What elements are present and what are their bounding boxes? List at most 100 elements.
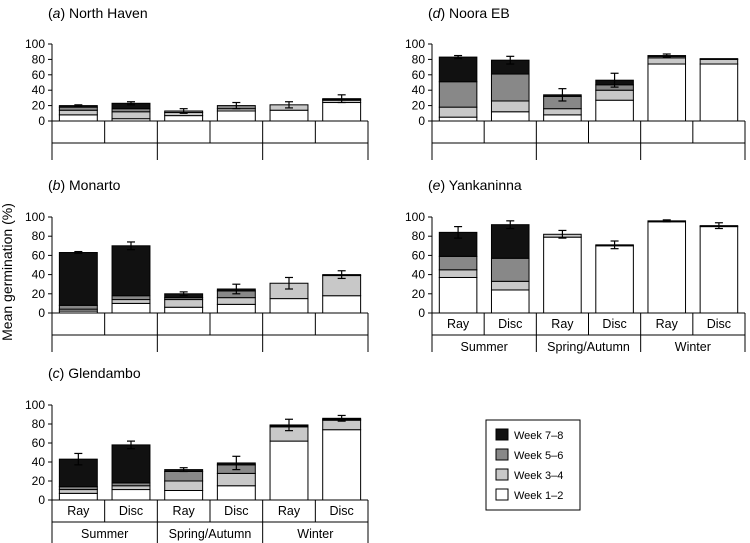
category-label: Disc: [224, 504, 248, 518]
y-tick-label: 100: [405, 210, 425, 224]
bar-segment: [58, 304, 98, 310]
panel-title: (d) Noora EB: [428, 5, 510, 21]
bar-segment: [595, 245, 634, 314]
legend-label: Week 7–8: [514, 430, 563, 442]
bar-segment: [438, 255, 478, 271]
bar-segment: [699, 58, 739, 60]
category-label: Ray: [67, 504, 90, 518]
bar-segment: [438, 81, 478, 108]
group-label: Summer: [461, 340, 508, 354]
legend-swatch: [495, 488, 509, 501]
bar-segment: [595, 99, 634, 122]
y-tick-label: 80: [32, 417, 46, 431]
category-label: Disc: [498, 317, 522, 331]
y-tick-label: 60: [32, 436, 46, 450]
bar-segment: [269, 298, 309, 314]
y-tick-label: 20: [32, 287, 46, 301]
category-label: Ray: [656, 317, 679, 331]
y-tick-label: 0: [38, 493, 45, 507]
bar-segment: [647, 63, 687, 122]
bar-segment: [111, 485, 151, 491]
bar-segment: [490, 280, 530, 291]
bar-segment: [111, 245, 151, 297]
y-tick-label: 100: [25, 398, 45, 412]
bar-segment: [322, 295, 362, 314]
y-tick-label: 80: [32, 229, 46, 243]
bar-segment: [543, 114, 582, 122]
bar-segment: [543, 108, 582, 116]
bar-segment: [164, 490, 204, 501]
panel-title: (c) Glendambo: [48, 365, 141, 381]
legend-swatch: [495, 468, 509, 481]
bar-segment: [269, 440, 309, 501]
bar-segment: [111, 489, 151, 501]
y-tick-label: 60: [412, 68, 426, 82]
bar-segment: [164, 471, 204, 482]
group-label: Spring/Autumn: [169, 527, 252, 541]
legend: Week 7–8 Week 5–6 Week 3–4 Week 1–2: [485, 419, 581, 511]
y-tick-label: 0: [38, 114, 45, 128]
bar-segment: [490, 73, 530, 102]
y-tick-label: 0: [38, 306, 45, 320]
category-label: Ray: [278, 504, 301, 518]
bar-segment: [216, 110, 256, 122]
panel-c: (c) Glendambo 0 20 40 60 80 100 Ray Disc Ray Disc R…: [25, 365, 369, 543]
y-tick-label: 40: [32, 268, 46, 282]
panel-title: (b) Monarto: [48, 177, 121, 193]
y-tick-label: 100: [25, 210, 45, 224]
bar-segment: [111, 295, 151, 301]
group-label: Winter: [675, 340, 711, 354]
bar-segment: [438, 276, 478, 314]
category-label: Ray: [551, 317, 574, 331]
bar-segment: [543, 236, 582, 314]
panel-title: (a) North Haven: [48, 5, 148, 21]
bar-segment: [438, 231, 478, 257]
legend-label: Week 5–6: [514, 450, 563, 462]
bar-segment: [269, 109, 309, 122]
bar-segment: [216, 485, 256, 501]
category-label: Ray: [447, 317, 470, 331]
bar-segment: [595, 89, 634, 101]
y-tick-label: 80: [32, 52, 46, 66]
y-tick-label: 60: [32, 248, 46, 262]
bar-segment: [699, 226, 739, 314]
y-tick-label: 80: [412, 229, 426, 243]
y-tick-label: 20: [32, 99, 46, 113]
panel-b: (b) Monarto 0 20 40 60 80 100: [25, 177, 369, 352]
legend-swatch: [495, 448, 509, 461]
y-tick-label: 100: [25, 37, 45, 51]
category-label: Disc: [602, 317, 626, 331]
bar-segment: [111, 302, 151, 314]
legend-label: Week 3–4: [514, 470, 563, 482]
bar-segment: [490, 100, 530, 113]
bar-segment: [111, 111, 151, 120]
category-label: Ray: [173, 504, 196, 518]
category-label: Disc: [119, 504, 143, 518]
bar-segment: [438, 269, 478, 278]
bar-segment: [111, 299, 151, 304]
bar-segment: [58, 492, 98, 501]
bar-segment: [647, 57, 687, 65]
y-tick-label: 0: [418, 114, 425, 128]
y-tick-label: 40: [412, 83, 426, 97]
bar-segment: [322, 102, 362, 122]
bar-segment: [699, 63, 739, 122]
bar-segment: [438, 116, 478, 122]
y-tick-label: 60: [412, 248, 426, 262]
bar-segment: [438, 106, 478, 118]
y-tick-label: 80: [412, 52, 426, 66]
y-tick-label: 20: [412, 287, 426, 301]
y-tick-label: 60: [32, 68, 46, 82]
y-tick-label: 40: [412, 268, 426, 282]
bar-segment: [216, 472, 256, 487]
bar-segment: [490, 289, 530, 314]
bar-segment: [164, 299, 204, 308]
bar-segment: [216, 303, 256, 314]
bar-segment: [322, 429, 362, 501]
bar-segment: [438, 56, 478, 83]
bar-segment: [699, 58, 739, 65]
bar-segment: [647, 221, 687, 314]
